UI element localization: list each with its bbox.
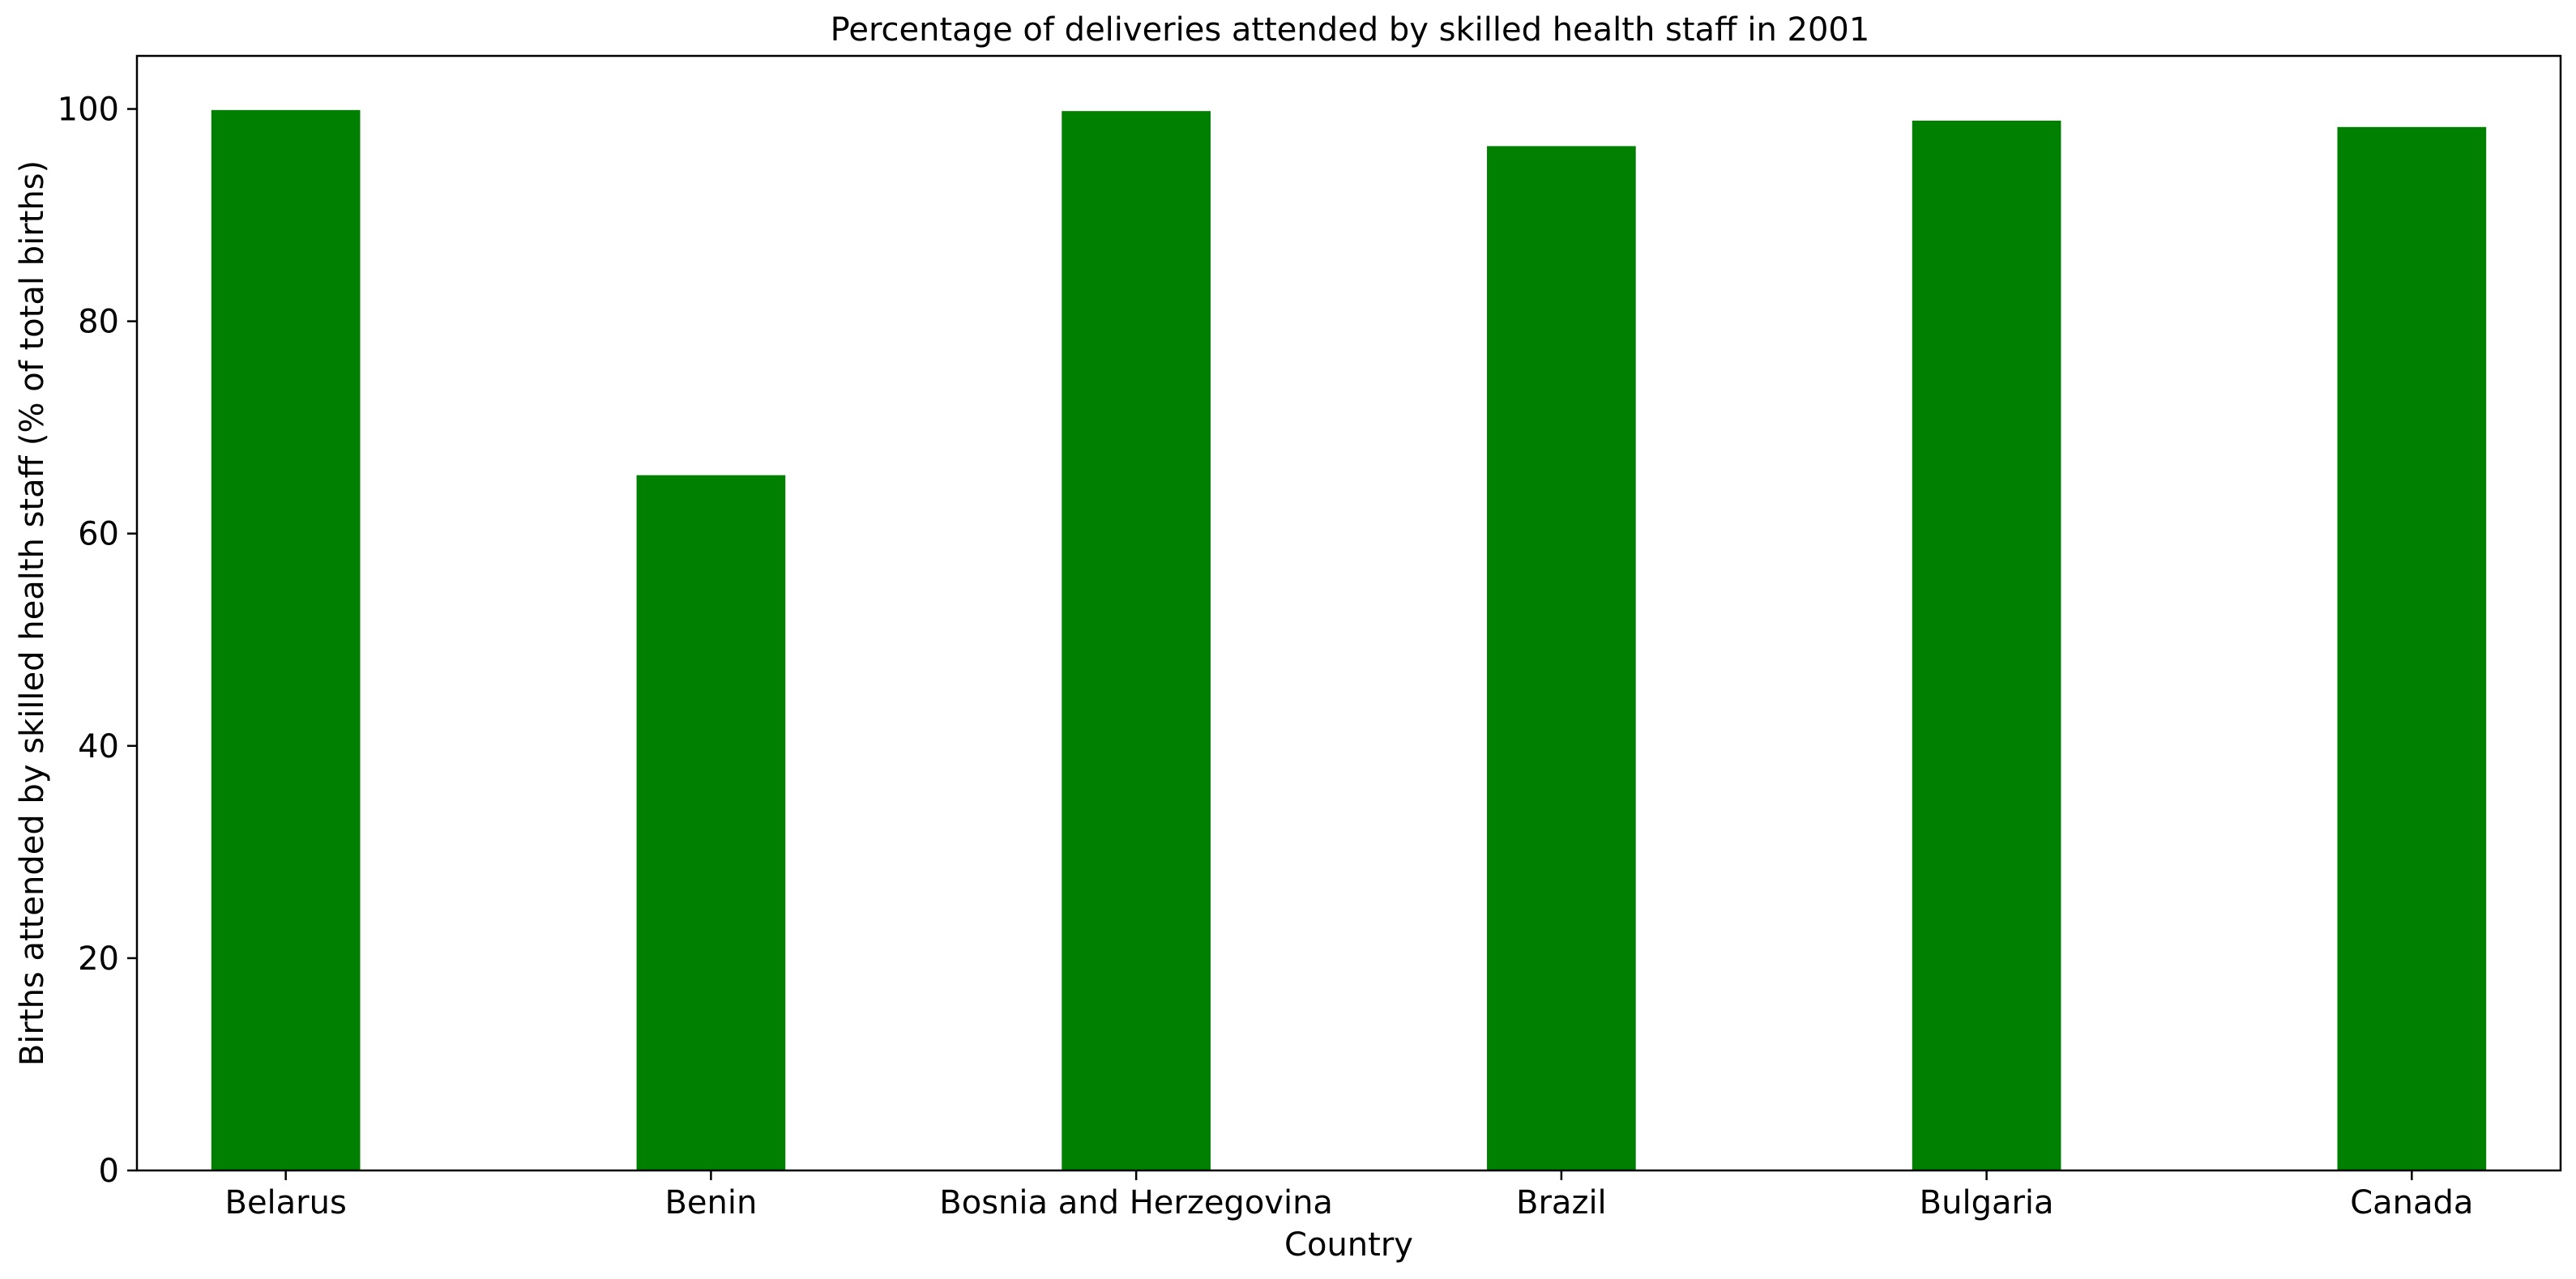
y-axis-ticks: 0 20 40 60 80 100 — [58, 92, 137, 1190]
bar-brazil — [1487, 146, 1636, 1170]
x-axis-label: Country — [1284, 1226, 1413, 1264]
bar-bosnia-and-herzegovina — [1062, 111, 1211, 1170]
y-tick-label: 60 — [78, 516, 119, 553]
x-tick-label: Belarus — [225, 1184, 347, 1221]
y-tick-label: 100 — [58, 92, 119, 129]
x-tick-label: Brazil — [1516, 1184, 1607, 1221]
x-axis-ticks: Belarus Benin Bosnia and Herzegovina Brazil… — [225, 1170, 2473, 1221]
bar-benin — [636, 475, 786, 1170]
x-tick-label: Bulgaria — [1920, 1184, 2054, 1221]
bar-bulgaria — [1912, 120, 2061, 1170]
x-tick-label: Canada — [2350, 1184, 2473, 1221]
y-axis-label: Births attended by skilled health staff … — [14, 160, 51, 1066]
bars-group — [211, 109, 2487, 1171]
y-tick-label: 20 — [78, 940, 119, 978]
y-tick-label: 80 — [78, 304, 119, 341]
chart-title: Percentage of deliveries attended by ski… — [831, 11, 1870, 49]
bar-belarus — [211, 109, 361, 1171]
y-tick-label: 40 — [78, 728, 119, 765]
bar-canada — [2337, 126, 2487, 1171]
plot-area-frame — [135, 54, 2562, 1172]
x-tick-label: Benin — [664, 1184, 757, 1221]
y-tick-label: 0 — [99, 1153, 119, 1190]
x-tick-label: Bosnia and Herzegovina — [939, 1184, 1333, 1221]
